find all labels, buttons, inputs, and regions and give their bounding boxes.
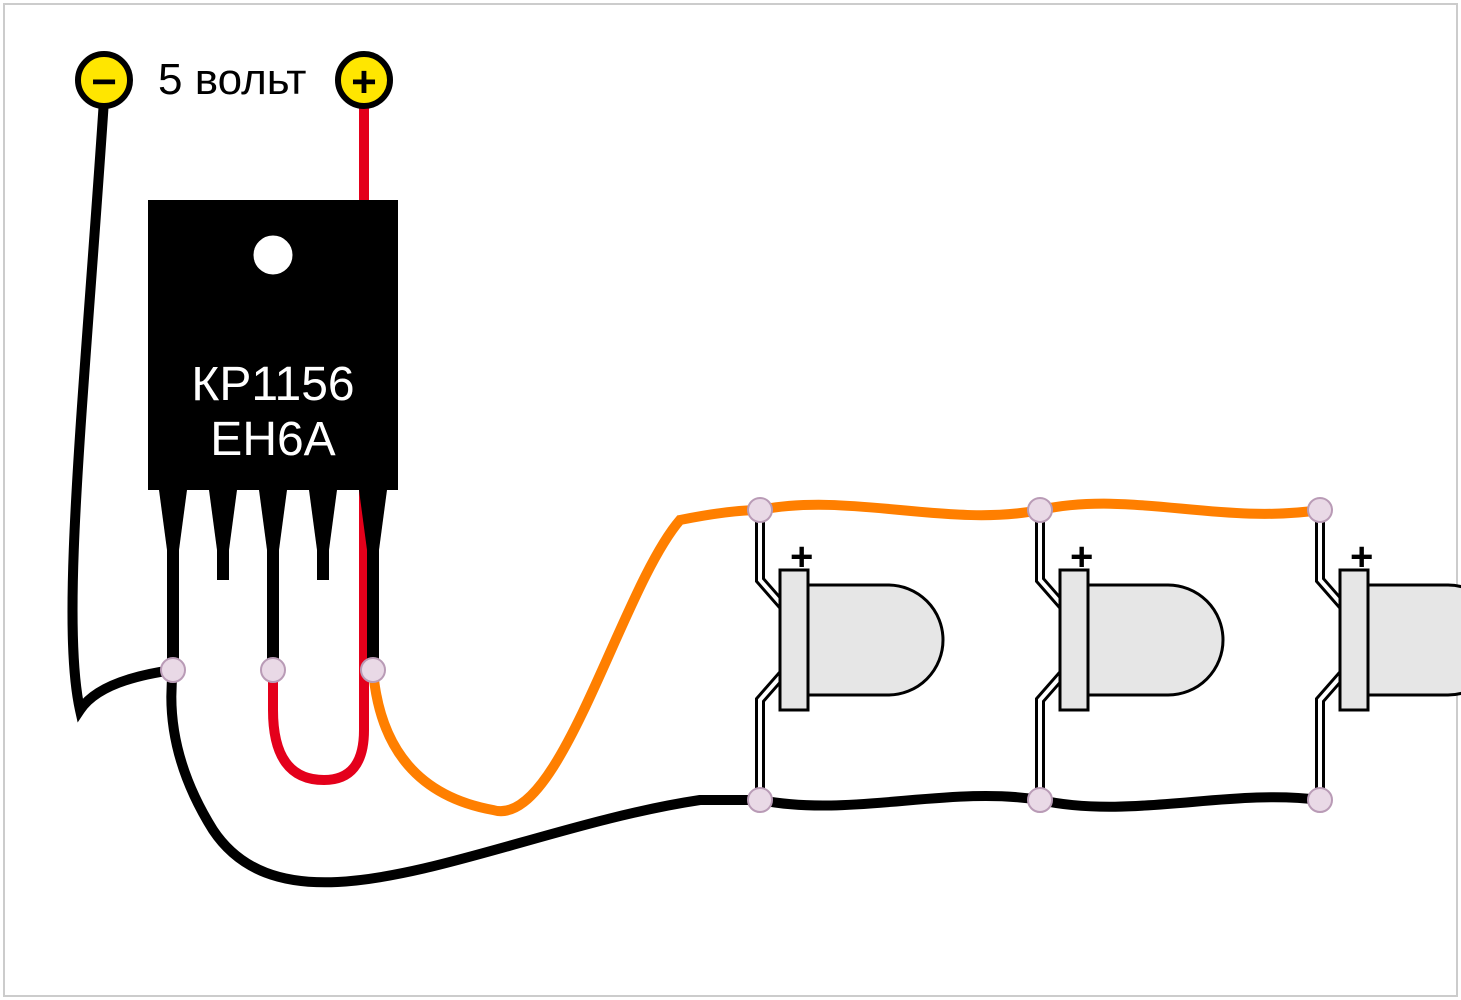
led-2: + (1040, 510, 1223, 800)
chip-pin-shoulder (209, 490, 237, 550)
led-flange (1340, 570, 1368, 710)
wire-black-seg-1-2 (760, 796, 1040, 806)
solder-joint (161, 658, 185, 682)
led-polarity-plus: + (1350, 535, 1373, 579)
voltage-label: 5 вольт (158, 55, 306, 104)
top-layer: − +5 вольт (78, 54, 390, 107)
wire-orange-out (373, 510, 760, 811)
chip-pin-gap (344, 490, 352, 554)
led-bulb (1368, 585, 1461, 695)
chip-mounting-hole (251, 233, 295, 277)
solder-joint (361, 658, 385, 682)
chip-pin-lead (317, 550, 329, 580)
led-polarity-plus: + (1070, 535, 1093, 579)
chip-pin-shoulder (159, 490, 187, 550)
solder-joint (1308, 498, 1332, 522)
chip-pin-lead (217, 550, 229, 580)
solder-joint (1028, 498, 1052, 522)
led-bulb (1088, 585, 1223, 695)
solder-joint (261, 658, 285, 682)
chip-pin-shoulder (259, 490, 287, 550)
led-flange (1060, 570, 1088, 710)
led-1: + (760, 510, 943, 800)
solder-joint (1028, 788, 1052, 812)
led-3: + (1320, 510, 1461, 800)
terminal-minus-sign: − (91, 58, 117, 107)
wire-orange-seg-1-2 (760, 505, 1040, 515)
chip-pin-gap (244, 490, 252, 554)
wire-black-gnd-out (171, 670, 760, 882)
solder-joint (1308, 788, 1332, 812)
chip-pin-lead (167, 550, 179, 670)
led-bulb (808, 585, 943, 695)
terminal-plus-sign: + (351, 58, 377, 107)
led-flange (780, 570, 808, 710)
chip-pin-gap (294, 490, 302, 554)
solder-joint (748, 498, 772, 522)
solder-joint (748, 788, 772, 812)
chip-pin-lead (367, 550, 379, 670)
wire-black-seg-2-3 (1040, 797, 1320, 807)
chip-pin-gap (194, 490, 202, 554)
chip-label-line2: ЕН6А (210, 413, 335, 466)
chip-pin-shoulder (309, 490, 337, 550)
led-layer: + + + (760, 510, 1461, 800)
led-polarity-plus: + (790, 535, 813, 579)
wire-orange-seg-2-3 (1040, 504, 1320, 514)
chip-pin-lead (267, 550, 279, 670)
chip-label-line1: КР1156 (191, 358, 354, 411)
